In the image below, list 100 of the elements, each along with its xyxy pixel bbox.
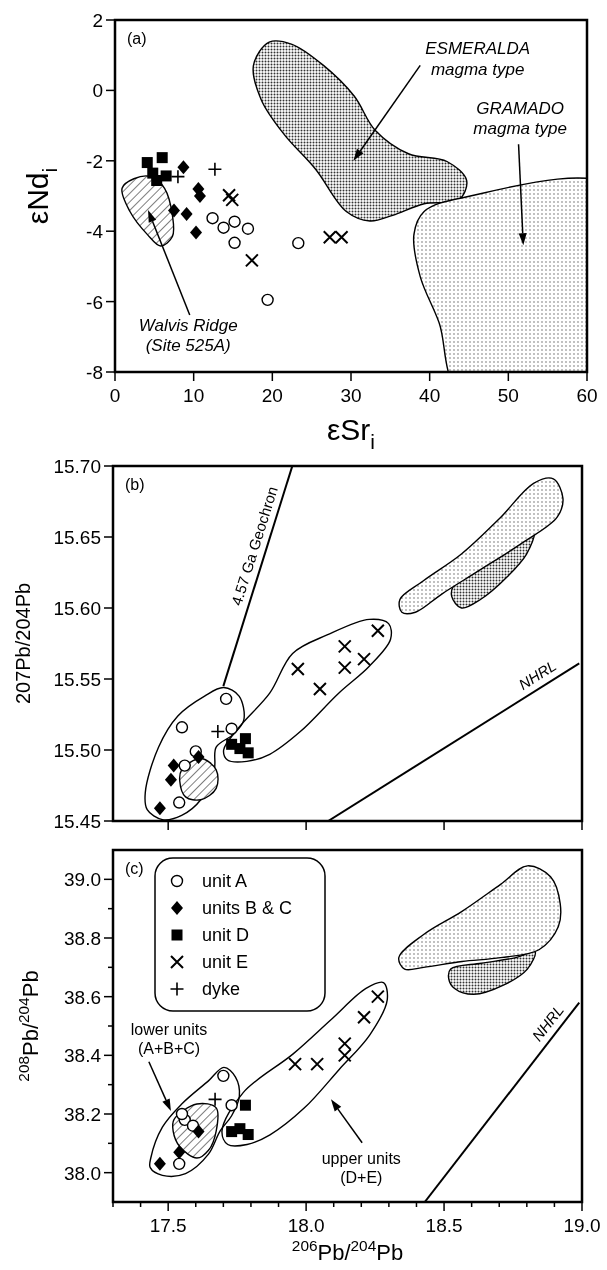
legend-label: dyke	[202, 979, 241, 999]
point	[239, 1099, 251, 1111]
point	[168, 203, 180, 218]
y-tick-label: 2	[92, 10, 103, 31]
legend-label: unit E	[202, 952, 249, 972]
point	[175, 721, 189, 734]
point	[177, 160, 190, 175]
x-tick-label: 18.0	[287, 1215, 325, 1236]
point	[153, 1156, 166, 1171]
point	[173, 1157, 186, 1171]
point	[337, 639, 352, 654]
point	[244, 253, 259, 268]
point	[222, 188, 237, 203]
point	[234, 1123, 246, 1135]
annotation: GRAMADO magma type	[473, 98, 567, 138]
y-tick-label: -6	[86, 291, 103, 313]
point	[141, 157, 153, 169]
point	[239, 733, 251, 745]
annotation: ESMERALDA magma type	[425, 39, 531, 79]
point	[337, 1036, 352, 1051]
annotation: lower units (A+B+C)	[130, 1020, 208, 1057]
point	[370, 623, 385, 638]
x-tick-label: 17.5	[149, 1215, 187, 1236]
point	[225, 1099, 238, 1112]
point	[180, 206, 193, 221]
point	[156, 152, 168, 164]
text: (b)	[125, 476, 145, 493]
point	[178, 759, 191, 772]
point	[210, 724, 226, 739]
annotation: Walvis Ridge (Site 525A)	[138, 315, 238, 356]
point	[370, 989, 385, 1004]
x-tick-label: 20	[261, 385, 283, 406]
point	[175, 1107, 189, 1121]
legend-label: unit A	[202, 871, 248, 891]
y-tick-label: -8	[86, 362, 103, 383]
point	[151, 175, 163, 187]
point	[153, 801, 166, 816]
y-tick-label: 15.45	[53, 811, 101, 832]
point	[261, 293, 274, 307]
point	[217, 221, 230, 234]
y-tick-label: 15.50	[53, 740, 101, 761]
point	[173, 796, 186, 809]
point	[167, 758, 180, 773]
point	[357, 652, 372, 667]
y-tick-label: 15.70	[53, 456, 101, 477]
legend-label: units B & C	[202, 898, 293, 918]
point	[312, 681, 327, 696]
point	[219, 692, 233, 706]
x-tick-label: 40	[419, 385, 441, 406]
y-tick-label: 38.2	[64, 1104, 101, 1125]
point	[290, 662, 305, 677]
y-tick-label: 15.60	[53, 598, 101, 619]
point	[225, 192, 240, 207]
y-tick-label: 15.55	[53, 669, 101, 690]
point	[310, 1057, 325, 1072]
y-tick-label: 38.8	[64, 928, 101, 949]
y-tick-label: 15.65	[53, 527, 101, 548]
point	[228, 236, 241, 250]
point	[193, 189, 206, 203]
point	[170, 169, 186, 184]
point	[207, 161, 223, 177]
point	[173, 1145, 186, 1160]
y-tick-label: 38.6	[64, 986, 101, 1008]
x-tick-label: 10	[183, 385, 205, 406]
y-tick-label: 38.4	[64, 1045, 102, 1067]
point	[228, 215, 241, 228]
point	[242, 747, 254, 759]
y-tick-label: 39.0	[64, 869, 101, 891]
y-axis-title: 207Pb/204Pb	[12, 582, 34, 705]
annotation: upper units (D+E)	[321, 1149, 401, 1186]
point	[164, 772, 177, 787]
y-tick-label: -4	[86, 221, 104, 243]
point	[217, 1069, 230, 1083]
text: (a)	[127, 30, 147, 47]
x-axis-title: εSr$_{i}$	[326, 413, 376, 453]
point	[160, 170, 172, 182]
x-tick-label: 19.0	[563, 1215, 601, 1236]
point	[192, 750, 205, 765]
point	[337, 1048, 352, 1063]
x-tick-label: 60	[576, 385, 598, 406]
point	[242, 1129, 254, 1141]
y-tick-label: 38.0	[64, 1162, 101, 1184]
x-tick-label: 50	[497, 385, 519, 406]
x-axis-title: $^{206}$Pb/$^{204}$Pb	[291, 1237, 404, 1265]
point	[225, 722, 238, 735]
x-tick-label: 30	[340, 385, 362, 406]
y-tick-label: -2	[86, 150, 103, 172]
point	[292, 236, 305, 250]
legend-label: unit D	[202, 925, 250, 945]
text: (c)	[125, 860, 144, 877]
y-tick-label: 0	[92, 80, 103, 102]
x-tick-label: 18.5	[425, 1215, 463, 1236]
point	[190, 225, 203, 240]
x-tick-label: 0	[109, 385, 121, 406]
point	[288, 1057, 303, 1072]
point	[206, 211, 219, 225]
point	[337, 660, 352, 675]
point	[357, 1010, 372, 1025]
point	[207, 1092, 223, 1107]
point	[241, 222, 255, 235]
